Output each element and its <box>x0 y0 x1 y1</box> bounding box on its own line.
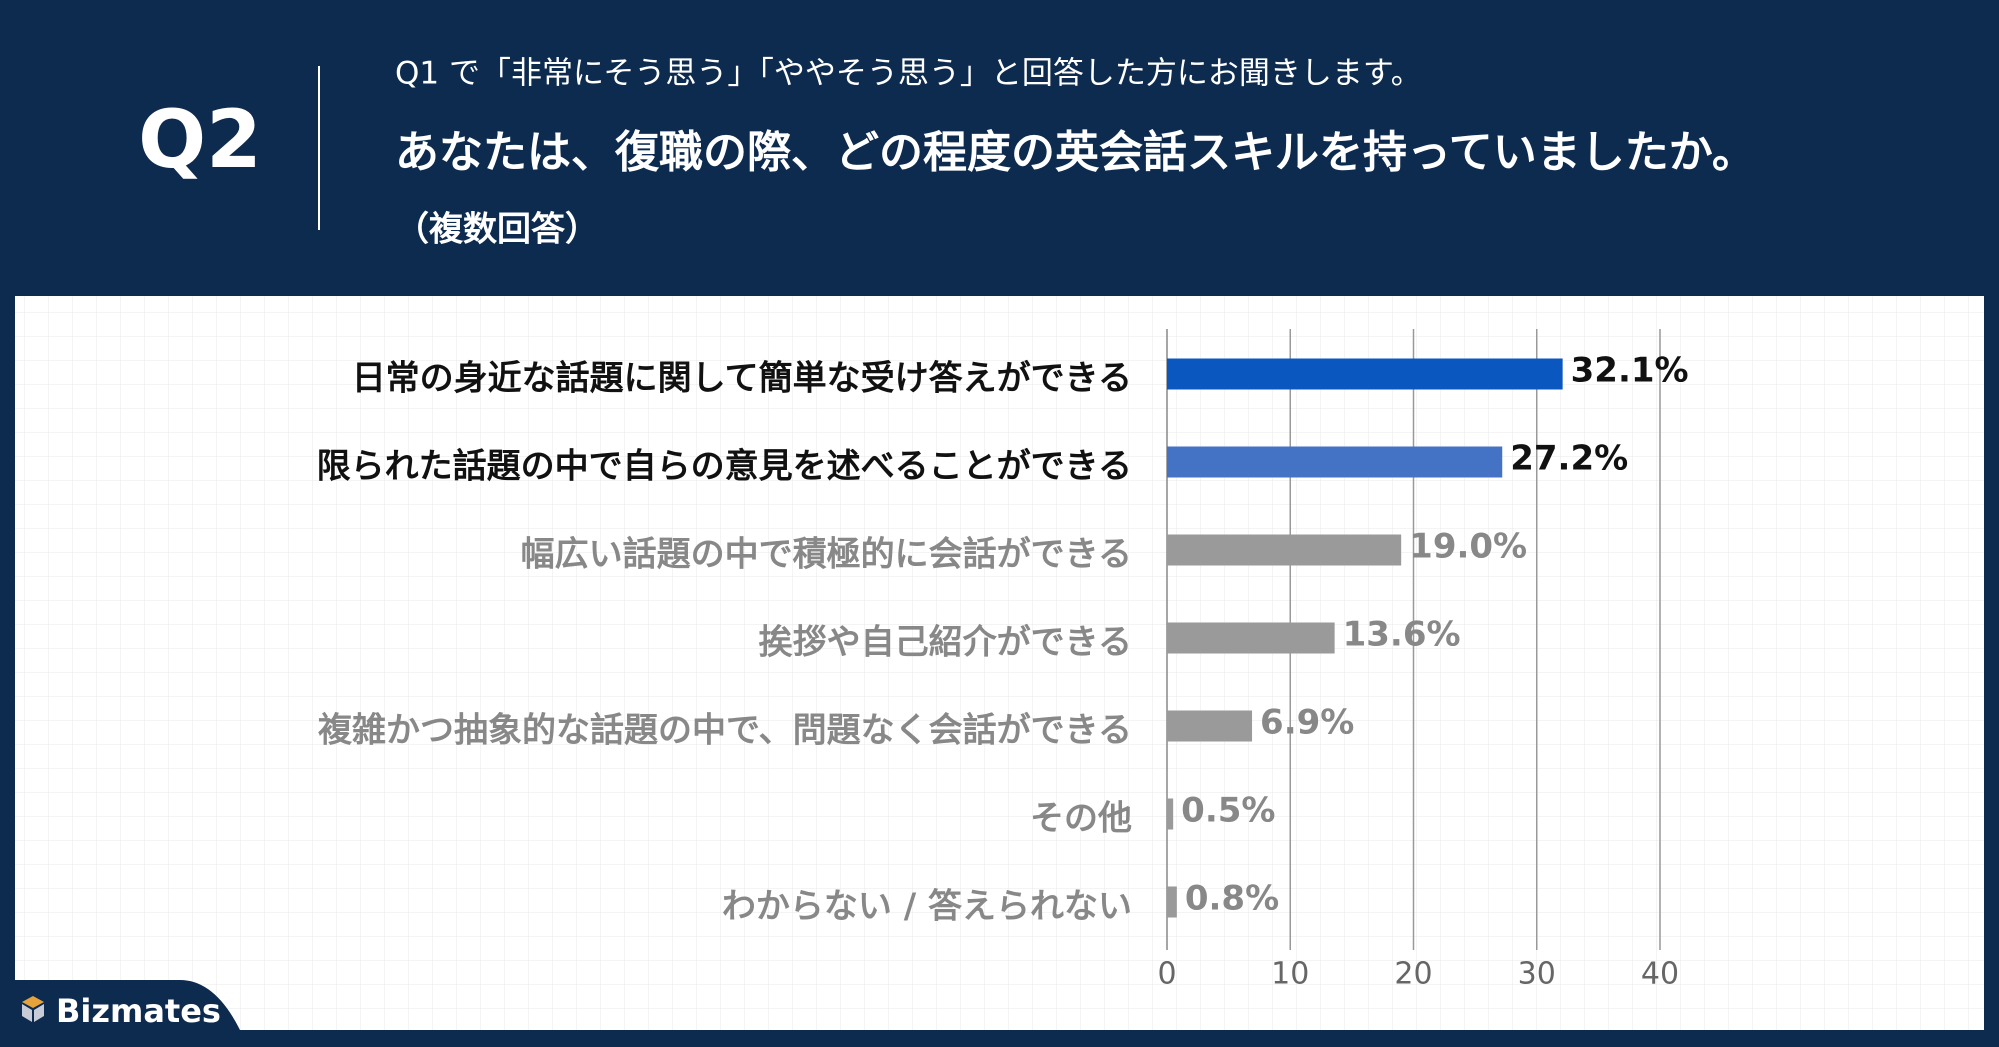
logo-icon <box>22 996 44 1008</box>
bar <box>1167 534 1402 566</box>
logo-tab <box>15 980 240 1030</box>
panel-grid <box>15 296 1984 1030</box>
category-label: 幅広い話題の中で積極的に会話ができる <box>521 535 1132 575</box>
bar <box>1167 358 1563 390</box>
value-label: 27.2% <box>1510 439 1628 479</box>
x-tick-label: 0 <box>1157 957 1176 992</box>
question-number: Q2 <box>138 93 262 186</box>
x-tick-label: 20 <box>1394 957 1432 992</box>
subtitle: Q1 で「非常にそう思う」「ややそう思う」と回答した方にお聞きします。 <box>395 56 1422 92</box>
x-tick-label: 40 <box>1641 957 1679 992</box>
value-label: 13.6% <box>1343 615 1461 655</box>
category-label: わからない / 答えられない <box>722 887 1132 927</box>
value-label: 19.0% <box>1409 527 1527 567</box>
logo-icon <box>22 1004 44 1022</box>
category-label: 日常の身近な話題に関して簡単な受け答えができる <box>352 359 1132 399</box>
bar <box>1167 622 1335 654</box>
value-label: 0.5% <box>1181 791 1275 831</box>
bar <box>1167 710 1253 742</box>
value-label: 0.8% <box>1185 879 1279 919</box>
value-label: 32.1% <box>1571 351 1689 391</box>
category-label: 限られた話題の中で自らの意見を述べることができる <box>317 447 1132 487</box>
value-label: 6.9% <box>1260 703 1354 743</box>
bar <box>1167 446 1503 478</box>
title: あなたは、復職の際、どの程度の英会話スキルを持っていましたか。 <box>395 127 1756 178</box>
x-tick-label: 10 <box>1271 957 1309 992</box>
logo-text: Bizmates <box>56 992 221 1030</box>
bar <box>1167 798 1174 830</box>
category-label: その他 <box>1030 799 1132 839</box>
category-label: 複雑かつ抽象的な話題の中で、問題なく会話ができる <box>318 711 1132 751</box>
bar <box>1167 886 1177 918</box>
note: （複数回答） <box>395 210 599 250</box>
x-tick-label: 30 <box>1518 957 1556 992</box>
category-label: 挨拶や自己紹介ができる <box>759 623 1132 663</box>
